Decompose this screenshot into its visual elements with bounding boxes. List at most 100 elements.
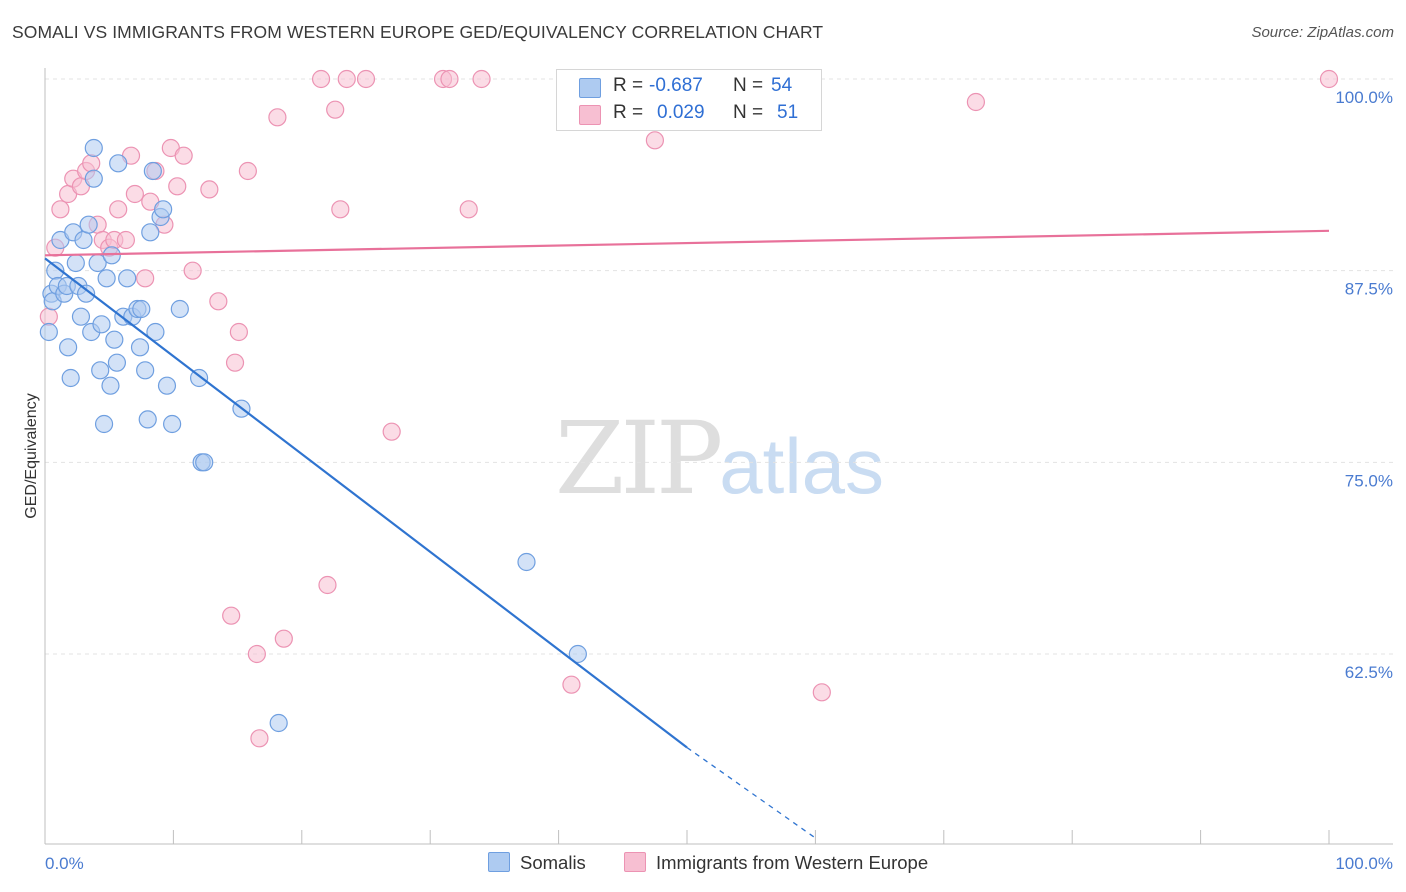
somali-point xyxy=(91,361,110,380)
euro-point xyxy=(812,683,831,702)
somali-r-label: R = xyxy=(613,75,644,96)
somali-point xyxy=(138,410,157,429)
euro-point xyxy=(274,629,293,648)
legend-euro-label: Immigrants from Western Europe xyxy=(656,852,929,873)
euro-point xyxy=(250,729,269,748)
somali-point xyxy=(79,215,98,234)
euro-point xyxy=(116,230,135,250)
euro-point xyxy=(356,69,376,89)
euro-point xyxy=(382,422,401,441)
somali-point xyxy=(132,299,151,319)
euro-point xyxy=(966,92,986,112)
somali-n-value: 54 xyxy=(771,75,793,96)
euro-point xyxy=(311,69,331,89)
chart-title: SOMALI VS IMMIGRANTS FROM WESTERN EUROPE… xyxy=(12,22,824,42)
legend-euro: Immigrants from Western Europe xyxy=(624,852,928,874)
euro-point xyxy=(247,644,266,664)
series-euro-points xyxy=(39,69,1339,748)
somali-point xyxy=(136,361,155,380)
somali-trend-extension xyxy=(686,747,816,839)
somali-point xyxy=(109,154,128,173)
euro-n-label: N = xyxy=(733,102,764,123)
legend-somalis-swatch xyxy=(488,852,510,872)
euro-n-value: 51 xyxy=(777,102,799,123)
stats-legend: R = -0.687 N = 54 R = 0.029 N = 51 xyxy=(556,69,822,131)
somali-point xyxy=(118,269,137,288)
euro-r-label: R = xyxy=(613,102,644,123)
somali-point xyxy=(517,552,536,572)
x-tick-label-min: 0.0% xyxy=(45,854,84,873)
somali-point xyxy=(61,368,80,388)
euro-point xyxy=(183,261,202,280)
somali-point xyxy=(84,169,103,188)
somali-point xyxy=(130,338,150,357)
euro-trend-line xyxy=(44,229,1330,257)
somali-point xyxy=(105,330,124,349)
euro-point xyxy=(337,69,356,89)
euro-point xyxy=(168,177,187,196)
somali-point xyxy=(76,284,96,303)
somali-point xyxy=(170,299,189,319)
y-tick-labels: 62.5% 75.0% 87.5% 100.0% xyxy=(1335,88,1393,682)
euro-point xyxy=(51,200,70,219)
somali-point xyxy=(66,253,85,273)
euro-point xyxy=(136,269,155,288)
euro-point xyxy=(39,307,58,326)
somali-point xyxy=(97,269,116,288)
watermark: ZIPatlas xyxy=(555,400,884,517)
euro-point xyxy=(222,606,241,625)
somali-r-value: -0.687 xyxy=(649,75,703,96)
euro-r-value: 0.029 xyxy=(657,102,705,123)
legend-euro-swatch xyxy=(624,852,646,872)
y-tick-label: 100.0% xyxy=(1335,88,1393,107)
euro-point xyxy=(209,292,228,311)
somali-n-label: N = xyxy=(733,75,764,96)
euro-point xyxy=(459,200,478,219)
euro-point xyxy=(225,353,245,372)
somali-point xyxy=(157,376,177,395)
euro-point xyxy=(318,575,337,595)
euro-point xyxy=(268,108,287,127)
somali-point xyxy=(74,230,93,250)
somali-point xyxy=(94,414,114,434)
watermark-zip: ZIP xyxy=(555,400,723,517)
y-tick-label: 62.5% xyxy=(1345,663,1393,682)
somali-point xyxy=(141,223,160,242)
legend-somalis-label: Somalis xyxy=(520,852,586,873)
somali-point xyxy=(195,453,214,472)
somali-point xyxy=(39,322,58,342)
source-credit: Source: ZipAtlas.com xyxy=(1251,24,1394,41)
euro-point xyxy=(200,180,219,199)
euro-point xyxy=(440,69,459,89)
somali-swatch xyxy=(579,78,601,98)
euro-point xyxy=(1319,69,1339,89)
euro-point xyxy=(331,200,350,219)
somali-point xyxy=(92,315,111,334)
somali-point xyxy=(146,322,165,342)
somali-point xyxy=(269,713,288,733)
somali-point xyxy=(163,414,182,434)
euro-point xyxy=(326,100,345,119)
somali-point xyxy=(143,161,162,181)
somali-point xyxy=(101,376,120,395)
somali-point xyxy=(154,200,173,219)
somali-trend-line xyxy=(44,257,688,749)
somali-point xyxy=(59,338,78,357)
somali-point xyxy=(84,138,103,158)
x-axis-ticks xyxy=(172,830,1330,844)
somali-point xyxy=(568,644,587,664)
euro-point xyxy=(82,154,101,173)
y-tick-label: 87.5% xyxy=(1345,280,1393,299)
trend-lines xyxy=(44,229,1330,839)
somali-point xyxy=(71,307,91,326)
euro-point xyxy=(238,161,257,181)
euro-point xyxy=(174,146,193,165)
legend-somalis: Somalis xyxy=(488,852,586,874)
somali-point xyxy=(102,246,121,265)
euro-point xyxy=(562,675,581,694)
series-somali-points xyxy=(39,138,587,733)
x-tick-label-max: 100.0% xyxy=(1335,854,1393,873)
y-tick-label: 75.0% xyxy=(1345,471,1393,490)
euro-point xyxy=(472,69,491,89)
